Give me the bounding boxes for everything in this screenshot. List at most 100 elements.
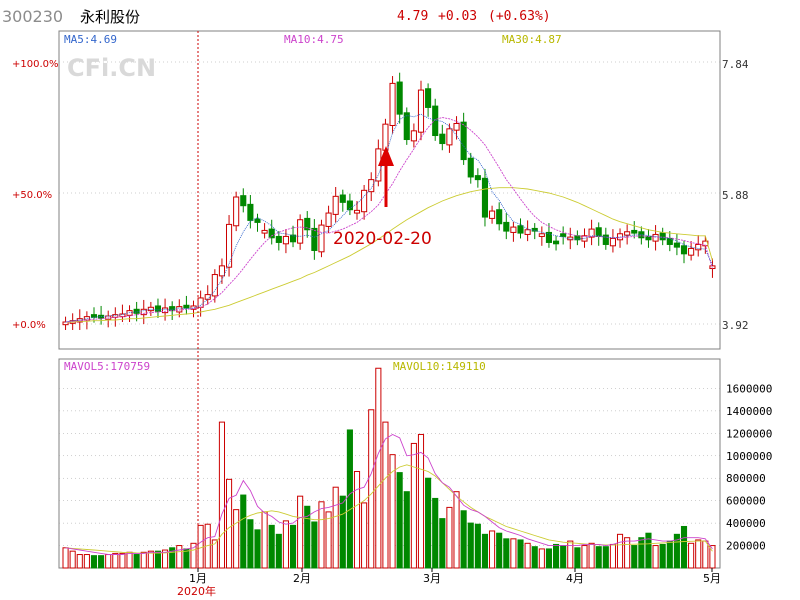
volume-bar (496, 532, 503, 569)
volume-bar (489, 530, 496, 569)
volume-bar (695, 539, 702, 569)
candle-body (439, 133, 446, 145)
volume-bar (211, 539, 218, 569)
stock-change-pct: (+0.63%) (488, 9, 551, 24)
candle-body (83, 316, 90, 321)
candle-body (183, 304, 190, 309)
annotation-arrow (378, 146, 394, 207)
volume-bar (339, 495, 346, 569)
volume-bar (581, 545, 588, 569)
volume-bar (268, 524, 275, 569)
candle-body (140, 308, 147, 316)
stock-change: +0.03 (438, 9, 477, 24)
candle-body (602, 234, 609, 245)
price-tick: 3.92 (722, 319, 749, 332)
volume-bar (69, 550, 76, 569)
volume-bar (417, 433, 425, 569)
volume-bar (624, 537, 631, 569)
volume-bar (446, 506, 453, 569)
volume-bar (652, 545, 659, 569)
candle-body (474, 175, 481, 181)
volume-bar (83, 554, 90, 569)
ma30-label: MA30:4.87 (502, 33, 562, 46)
volume-bar (439, 518, 446, 569)
volume-bar (666, 540, 673, 569)
volume-bar (510, 538, 517, 569)
volume-bar (233, 509, 240, 569)
mavol5-label: MAVOL5:170759 (64, 360, 150, 373)
candle-body (268, 228, 275, 239)
candle-body (688, 247, 695, 256)
candle-body (510, 226, 517, 233)
volume-bar (538, 548, 545, 569)
ma5-line (65, 113, 713, 323)
volume-bar (432, 497, 439, 569)
candle-body (652, 233, 659, 242)
candle-body (432, 105, 439, 137)
candle-body (247, 203, 254, 221)
stock-code: 300230 (2, 7, 63, 26)
candle-body (396, 81, 403, 115)
volume-bar (595, 546, 602, 569)
volume-bar (240, 494, 247, 569)
volume-bar (688, 542, 695, 569)
candle-body (659, 232, 666, 241)
candle-body (346, 200, 353, 211)
candle-body (560, 233, 567, 237)
candle-body (353, 209, 361, 214)
volume-bar (105, 554, 112, 569)
volume-bar (126, 551, 133, 569)
volume-bar (282, 520, 289, 569)
volume-ma-lines (65, 433, 713, 555)
mavol5-line (65, 433, 713, 555)
candle-body (403, 112, 410, 141)
volume-bars (62, 367, 716, 569)
mavol10-line (65, 464, 713, 554)
candle-body (289, 234, 297, 243)
volume-tick: 1200000 (726, 427, 772, 440)
candle-body (282, 235, 289, 245)
candle-body (489, 210, 496, 219)
volume-tick: 400000 (726, 517, 766, 530)
candle-body (631, 229, 638, 234)
volume-bar (62, 547, 69, 569)
volume-bar (190, 542, 197, 569)
volume-bar (474, 523, 481, 569)
volume-bar (609, 543, 616, 569)
candle-body (62, 321, 69, 326)
volume-ticks: 1600000 1400000 1200000 1000000 800000 600000… (726, 382, 772, 552)
volume-bar (425, 477, 432, 569)
volume-bar (76, 554, 83, 569)
candle-body (190, 305, 197, 310)
candle-body (453, 122, 460, 131)
volume-bar (90, 555, 98, 569)
volume-bar (332, 486, 339, 569)
volume-bar (346, 429, 353, 569)
candle-body (425, 88, 432, 108)
candle-body (389, 82, 396, 126)
candle-body (496, 209, 503, 225)
volume-bar (552, 543, 560, 569)
candle-body (467, 157, 474, 178)
volume-bar (289, 524, 297, 569)
volume-bar (353, 470, 361, 569)
mavol10-label: MAVOL10:149110 (393, 360, 486, 373)
volume-bar (460, 510, 467, 569)
candle-body (460, 121, 467, 161)
volume-bar (197, 524, 204, 569)
candle-body (339, 194, 346, 203)
price-tick: 7.84 (722, 58, 749, 71)
volume-bar (673, 533, 680, 569)
candle-body (446, 128, 453, 146)
volume-bar (119, 552, 126, 569)
pct-tick: +100.0% (12, 59, 59, 70)
volume-bar (545, 548, 553, 569)
volume-bar (616, 533, 624, 569)
x-tick-label: 4月 (566, 572, 584, 585)
candle-body (240, 195, 247, 207)
volume-bar (602, 546, 609, 569)
volume-bar (702, 540, 709, 569)
volume-bar (361, 502, 368, 569)
pct-tick: +50.0% (12, 190, 52, 201)
